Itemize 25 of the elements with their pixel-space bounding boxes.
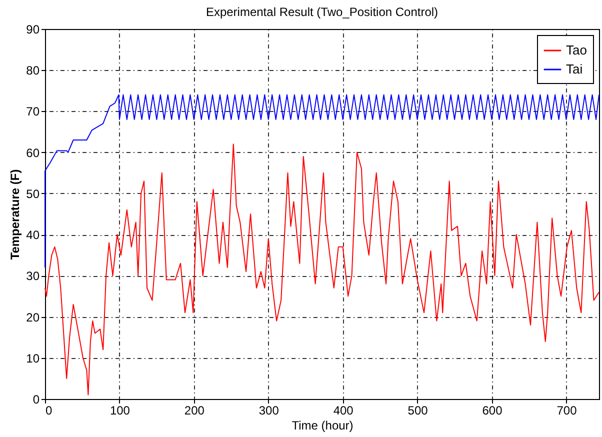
x-tick-label: 500 [408,404,428,418]
chart-title: Experimental Result (Two_Position Control) [206,5,438,19]
y-axis-title: Temperature (F) [8,169,22,260]
x-tick-label: 400 [333,404,354,418]
legend-label: Tai [566,62,583,76]
y-tick-label: 10 [26,351,40,366]
legend-label: Tao [566,42,587,58]
y-tick-label: 90 [26,22,40,36]
x-axis-title: Time (hour) [292,418,354,432]
y-tick-label: 70 [26,104,40,119]
y-tick-label: 0 [32,392,40,406]
line-series [44,94,600,268]
x-tick-label: 600 [482,404,503,418]
y-tick-label: 30 [26,269,40,284]
y-tick-label: 40 [26,228,40,242]
x-tick-label: 300 [258,404,280,418]
y-tick-label: 20 [26,310,40,324]
x-tick-label: 0 [46,404,52,418]
x-tick-label: 700 [556,404,578,418]
line-series [44,144,600,396]
y-tick-label: 80 [26,64,40,78]
x-tick-label: 200 [184,404,205,418]
y-tick-label: 50 [26,186,40,201]
x-tick-label: 100 [110,404,130,418]
y-tick-label: 60 [26,146,40,160]
